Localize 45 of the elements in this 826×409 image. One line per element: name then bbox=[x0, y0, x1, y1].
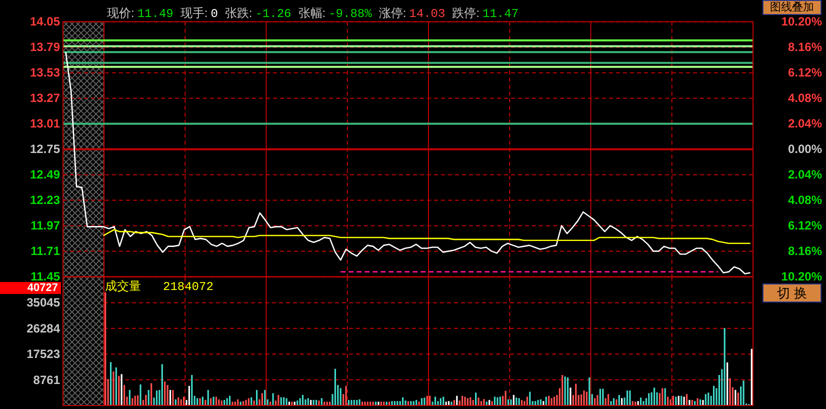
text: 40727 bbox=[27, 282, 58, 294]
y2-tick-label: 10.20% bbox=[781, 14, 822, 29]
line-series bbox=[65, 51, 751, 274]
y-tick-label: 14.05 bbox=[30, 14, 60, 29]
text: 11.49 bbox=[137, 7, 174, 21]
line-series bbox=[102, 228, 751, 244]
y-tick-label: 12.23 bbox=[30, 193, 60, 208]
text: 0 bbox=[210, 7, 218, 21]
y2-tick-label: 8.16% bbox=[788, 40, 822, 54]
annotation: 2184072 bbox=[163, 280, 214, 294]
y2-tick-label: 6.12% bbox=[788, 66, 822, 80]
y-tick-label: 11.45 bbox=[30, 270, 60, 284]
text: 现手: bbox=[180, 6, 208, 20]
text: 图线叠加 bbox=[770, 0, 814, 14]
y-tick-label: 8761 bbox=[33, 372, 60, 387]
text: 11.47 bbox=[482, 7, 519, 21]
text: 14.03 bbox=[409, 7, 446, 21]
annotation: 成交量 bbox=[105, 279, 141, 294]
y-tick-label: 11.71 bbox=[30, 244, 60, 258]
text: 张跌: bbox=[224, 6, 252, 20]
y2-tick-label: 0.00% bbox=[788, 142, 822, 156]
y-tick-label: 35045 bbox=[26, 296, 60, 310]
y2-tick-label: 8.16% bbox=[788, 244, 822, 258]
text: 切 换 bbox=[777, 286, 807, 300]
y-tick-label: 11.97 bbox=[30, 218, 60, 233]
y2-tick-label: 10.20% bbox=[781, 270, 822, 284]
y-tick-label: 17523 bbox=[26, 347, 60, 362]
text: -9.88% bbox=[328, 7, 373, 21]
y2-tick-label: 2.04% bbox=[788, 116, 822, 131]
y2-tick-label: 6.12% bbox=[788, 218, 822, 233]
y2-tick-label: 4.08% bbox=[788, 193, 822, 208]
y-tick-label: 12.75 bbox=[30, 142, 60, 156]
y-tick-label: 26284 bbox=[26, 321, 60, 336]
y-tick-label: 13.27 bbox=[30, 91, 60, 106]
text: 张幅: bbox=[298, 6, 326, 20]
text: 跌停: bbox=[452, 6, 480, 20]
y-tick-label: 13.53 bbox=[30, 66, 60, 80]
text: 现价: bbox=[107, 6, 134, 20]
y2-tick-label: 2.04% bbox=[788, 168, 822, 182]
y-tick-label: 13.01 bbox=[30, 116, 60, 131]
y2-tick-label: 4.08% bbox=[788, 91, 822, 106]
y-tick-label: 13.79 bbox=[30, 40, 60, 54]
text: -1.26 bbox=[255, 7, 292, 21]
text: 涨停: bbox=[378, 6, 406, 20]
y-tick-label: 12.49 bbox=[30, 168, 60, 182]
